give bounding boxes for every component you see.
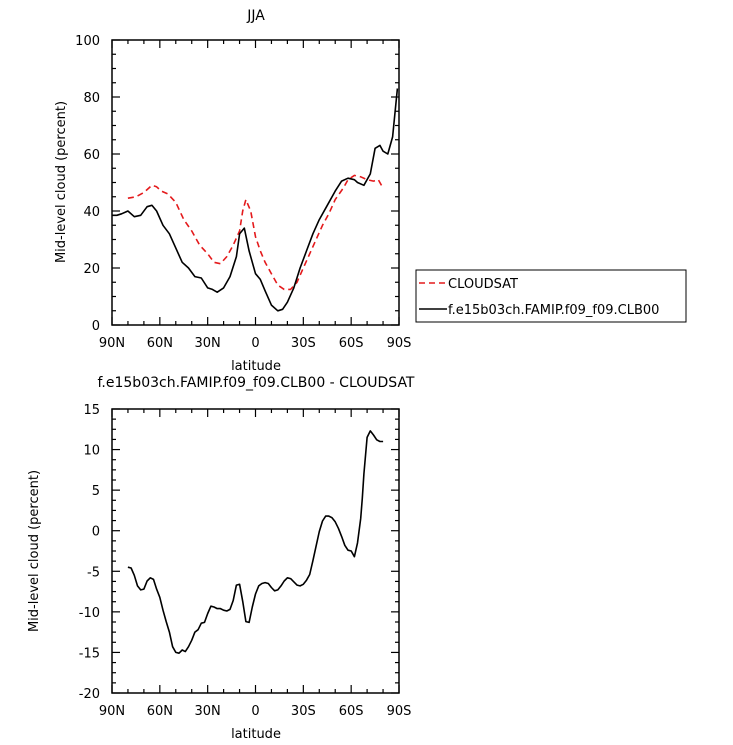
bottom-x-tick-label: 60S [339,704,364,719]
top-x-tick-label: 30S [291,336,316,351]
legend-label-model: f.e15b03ch.FAMIP.f09_f09.CLB00 [448,303,659,318]
top-y-tick-label: 0 [92,319,100,334]
top-y-axis-label: Mid-level cloud (percent) [54,101,69,263]
bottom-x-tick-label: 0 [251,704,259,719]
top-series-line-cloudsat [127,174,384,291]
top-x-tick-label: 0 [251,336,259,351]
bottom-y-axis-label: Mid-level cloud (percent) [27,470,42,632]
top-y-tick-label: 60 [83,148,100,163]
bottom-y-tick-label: -20 [79,687,100,702]
top-y-tick-label: 40 [83,205,100,220]
bottom-y-tick-label: -5 [87,565,100,580]
top-x-tick-label: 60S [339,336,364,351]
bottom-x-tick-label: 90S [387,704,412,719]
bottom-y-tick-label: 15 [83,403,100,418]
bottom-y-tick-label: -10 [79,606,100,621]
top-series-line-model [112,88,399,312]
bottom-x-tick-label: 60N [147,704,173,719]
bottom-x-tick-label: 90N [99,704,125,719]
top-y-tick-label: 100 [75,34,100,49]
top-x-tick-label: 30N [195,336,221,351]
top-x-axis-label: latitude [231,359,281,374]
top-y-tick-label: 80 [83,91,100,106]
bottom-x-axis-label: latitude [231,727,281,742]
top-panel: JJA 90N 60N 30N 0 30S 60S 90S 0 20 40 60 80 100 lati… [54,8,411,374]
top-x-tick-label: 90N [99,336,125,351]
bottom-y-tick-label: 0 [92,525,100,540]
legend-frame [415,269,687,323]
top-x-tick-label: 90S [387,336,412,351]
top-plot-frame [111,39,400,326]
bottom-panel: f.e15b03ch.FAMIP.f09_f09.CLB00 - CLOUDSA… [27,375,415,742]
bottom-series-line-model [127,430,384,655]
bottom-y-tick-label: 5 [92,484,100,499]
legend: CLOUDSAT f.e15b03ch.FAMIP.f09_f09.CLB00 [415,269,687,323]
bottom-y-tick-label: -15 [79,646,100,661]
legend-label-cloudsat: CLOUDSAT [448,277,518,292]
top-chart-title: JJA [246,8,265,24]
bottom-y-tick-label: 10 [83,444,100,459]
bottom-x-tick-label: 30N [195,704,221,719]
top-y-tick-label: 20 [83,262,100,277]
bottom-chart-title: f.e15b03ch.FAMIP.f09_f09.CLB00 - CLOUDSA… [98,375,415,391]
bottom-x-tick-label: 30S [291,704,316,719]
top-x-tick-label: 60N [147,336,173,351]
